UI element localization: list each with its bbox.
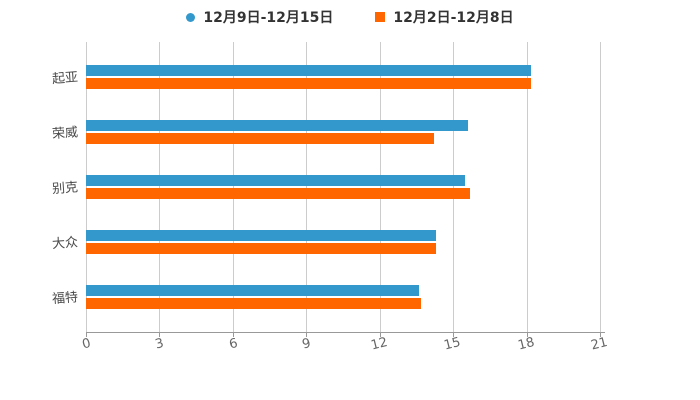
legend-item-2[interactable]: 12月2日-12月8日 [375, 7, 514, 27]
gridline-x-21 [600, 42, 601, 332]
x-axis-label-6: 6 [227, 335, 240, 353]
legend: 12月9日-12月15日 12月2日-12月8日 [0, 5, 700, 29]
x-axis-label-0: 0 [80, 335, 93, 353]
y-axis-label-福特: 福特 [51, 290, 79, 308]
y-axis-label-荣威: 荣威 [51, 125, 79, 143]
gridline-x-3 [159, 42, 161, 332]
y-axis-label-起亚: 起亚 [51, 70, 79, 88]
x-axis-tick-0 [86, 332, 87, 337]
x-axis-tick-9 [306, 332, 308, 337]
x-axis-tick-6 [232, 332, 234, 337]
bar-起亚-series2 [86, 78, 532, 89]
gridline-x-9 [306, 42, 308, 332]
legend-item-1[interactable]: 12月9日-12月15日 [186, 7, 333, 27]
gridline-x-15 [453, 42, 455, 332]
legend-label: 12月2日-12月8日 [393, 10, 514, 26]
x-axis-label-9: 9 [301, 335, 313, 353]
bar-荣威-series2 [86, 133, 434, 144]
x-axis-label-18: 18 [516, 334, 536, 354]
bar-福特-series1 [86, 285, 419, 296]
bar-大众-series1 [86, 230, 437, 241]
bar-起亚-series1 [86, 65, 532, 76]
gridline-x-6 [232, 42, 234, 332]
legend-label: 12月9日-12月15日 [203, 10, 334, 26]
y-axis-label-别克: 别克 [51, 180, 79, 198]
gridline-x-12 [379, 42, 381, 332]
x-axis-line [86, 332, 605, 333]
x-axis-label-12: 12 [369, 334, 389, 354]
x-axis-tick-12 [379, 332, 381, 337]
bar-福特-series2 [86, 298, 422, 309]
gridline-x-0 [86, 42, 87, 332]
x-axis-tick-3 [159, 332, 161, 337]
bar-大众-series2 [86, 243, 437, 254]
x-axis-label-3: 3 [154, 335, 166, 353]
bar-别克-series2 [86, 188, 471, 199]
x-axis-tick-15 [453, 332, 455, 337]
legend-marker-circle-icon [186, 12, 196, 22]
x-axis-label-15: 15 [442, 334, 463, 354]
bar-别克-series1 [86, 175, 466, 186]
x-axis-tick-18 [526, 332, 528, 337]
bar-荣威-series1 [86, 120, 468, 131]
legend-marker-square-icon [375, 12, 386, 22]
x-axis-tick-21 [600, 332, 601, 337]
gridline-x-18 [526, 42, 528, 332]
y-axis-label-大众: 大众 [51, 235, 79, 253]
plot-area [86, 42, 601, 332]
x-axis-label-21: 21 [589, 334, 610, 354]
